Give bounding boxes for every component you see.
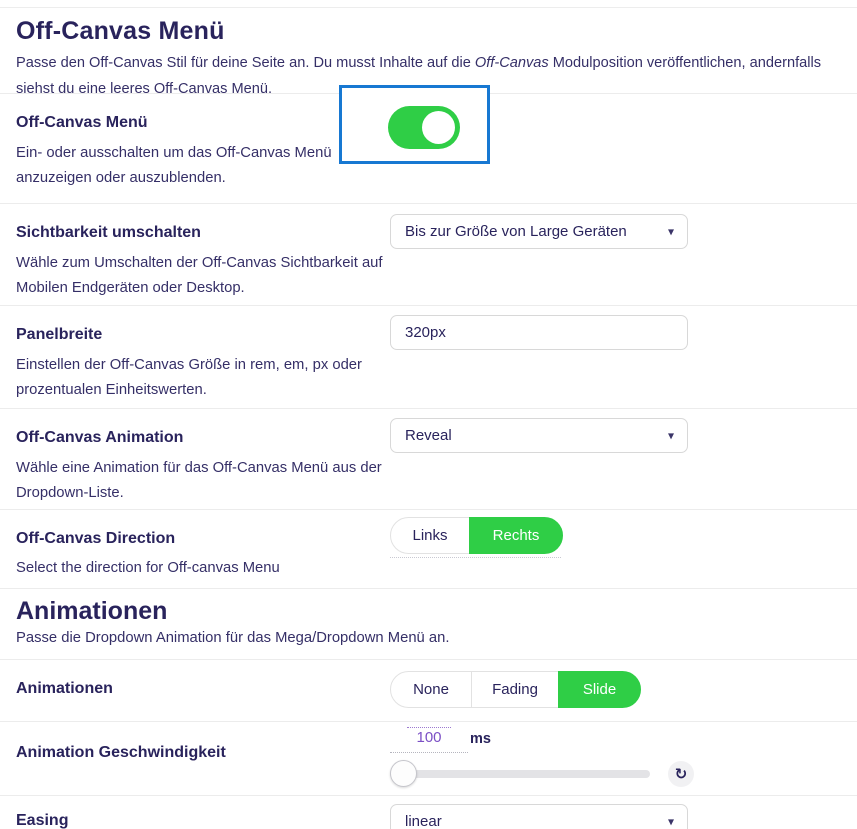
- speed-value: 100: [407, 727, 451, 746]
- section-description-part: Passe den Off-Canvas Stil für deine Seit…: [16, 55, 475, 71]
- section-animations-header: Animationen Passe die Dropdown Animation…: [0, 589, 857, 660]
- panel-width-input[interactable]: [390, 315, 688, 350]
- section-description-italic: Off-Canvas: [474, 55, 549, 71]
- section-description: Passe die Dropdown Animation für das Meg…: [16, 630, 450, 646]
- setting-row-offcanvas-animation: Off-Canvas Animation Wähle eine Animatio…: [0, 409, 857, 510]
- reset-icon[interactable]: ↻: [668, 761, 694, 787]
- direction-links-button[interactable]: Links: [390, 517, 470, 554]
- setting-row-easing: Easing linear ▾: [0, 796, 857, 829]
- setting-description: Ein- oder ausschalten um das Off-Canvas …: [16, 145, 332, 187]
- setting-row-animation-speed: Animation Geschwindigkeit 100 ms ↻: [0, 722, 857, 796]
- visibility-select[interactable]: Bis zur Größe von Large Geräten ▾: [390, 214, 688, 249]
- speed-slider-knob[interactable]: [389, 760, 417, 787]
- setting-label: Animation Geschwindigkeit: [16, 744, 226, 761]
- caret-down-icon: ▾: [667, 224, 674, 239]
- setting-description: Einstellen der Off-Canvas Größe in rem, …: [16, 357, 362, 399]
- speed-slider: [389, 760, 650, 788]
- setting-row-panel-width: Panelbreite Einstellen der Off-Canvas Gr…: [0, 306, 857, 409]
- speed-value-field[interactable]: 100: [390, 727, 468, 753]
- offcanvas-toggle-switch[interactable]: [388, 106, 460, 149]
- section-description: Passe den Off-Canvas Stil für deine Seit…: [16, 51, 855, 94]
- animations-none-button[interactable]: None: [390, 671, 472, 708]
- caret-down-icon: ▾: [667, 814, 674, 829]
- setting-row-direction: Off-Canvas Direction Select the directio…: [0, 510, 857, 589]
- setting-label: Sichtbarkeit umschalten: [16, 224, 201, 241]
- select-value: Bis zur Größe von Large Geräten: [405, 223, 627, 240]
- animations-button-group: None Fading Slide: [390, 671, 641, 708]
- setting-label: Animationen: [16, 680, 113, 697]
- animations-slide-button[interactable]: Slide: [558, 671, 641, 708]
- setting-label: Off-Canvas Direction: [16, 530, 176, 547]
- section-title: Off-Canvas Menü: [16, 17, 225, 45]
- setting-description: Select the direction for Off-canvas Menu: [16, 560, 280, 576]
- toggle-knob: [422, 111, 455, 144]
- caret-down-icon: ▾: [667, 428, 674, 443]
- section-title: Animationen: [16, 597, 168, 625]
- setting-label: Panelbreite: [16, 326, 103, 343]
- top-divider: [0, 0, 857, 8]
- setting-label: Easing: [16, 812, 69, 829]
- setting-label: Off-Canvas Menü: [16, 114, 148, 131]
- select-value: linear: [405, 813, 442, 829]
- select-value: Reveal: [405, 427, 452, 444]
- selection-highlight-box: [339, 85, 490, 164]
- direction-button-group: Links Rechts: [390, 517, 563, 554]
- setting-label: Off-Canvas Animation: [16, 429, 184, 446]
- easing-select[interactable]: linear ▾: [390, 804, 688, 829]
- setting-description: Wähle zum Umschalten der Off-Canvas Sich…: [16, 255, 383, 297]
- setting-row-offcanvas-toggle: Off-Canvas Menü Ein- oder ausschalten um…: [0, 85, 857, 204]
- section-offcanvas-header: Off-Canvas Menü Passe den Off-Canvas Sti…: [0, 8, 857, 94]
- setting-row-animations: Animationen None Fading Slide: [0, 660, 857, 722]
- section-description-part: Modulposition veröffentlichen, andernfal…: [16, 55, 822, 94]
- animation-select[interactable]: Reveal ▾: [390, 418, 688, 453]
- direction-rechts-button[interactable]: Rechts: [469, 517, 563, 554]
- setting-description: Wähle eine Animation für das Off-Canvas …: [16, 460, 382, 502]
- speed-unit-label: ms: [470, 731, 491, 747]
- speed-slider-track[interactable]: [390, 770, 650, 778]
- setting-row-visibility: Sichtbarkeit umschalten Wähle zum Umscha…: [0, 204, 857, 306]
- animations-fading-button[interactable]: Fading: [471, 671, 559, 708]
- dotted-underline: [390, 557, 561, 558]
